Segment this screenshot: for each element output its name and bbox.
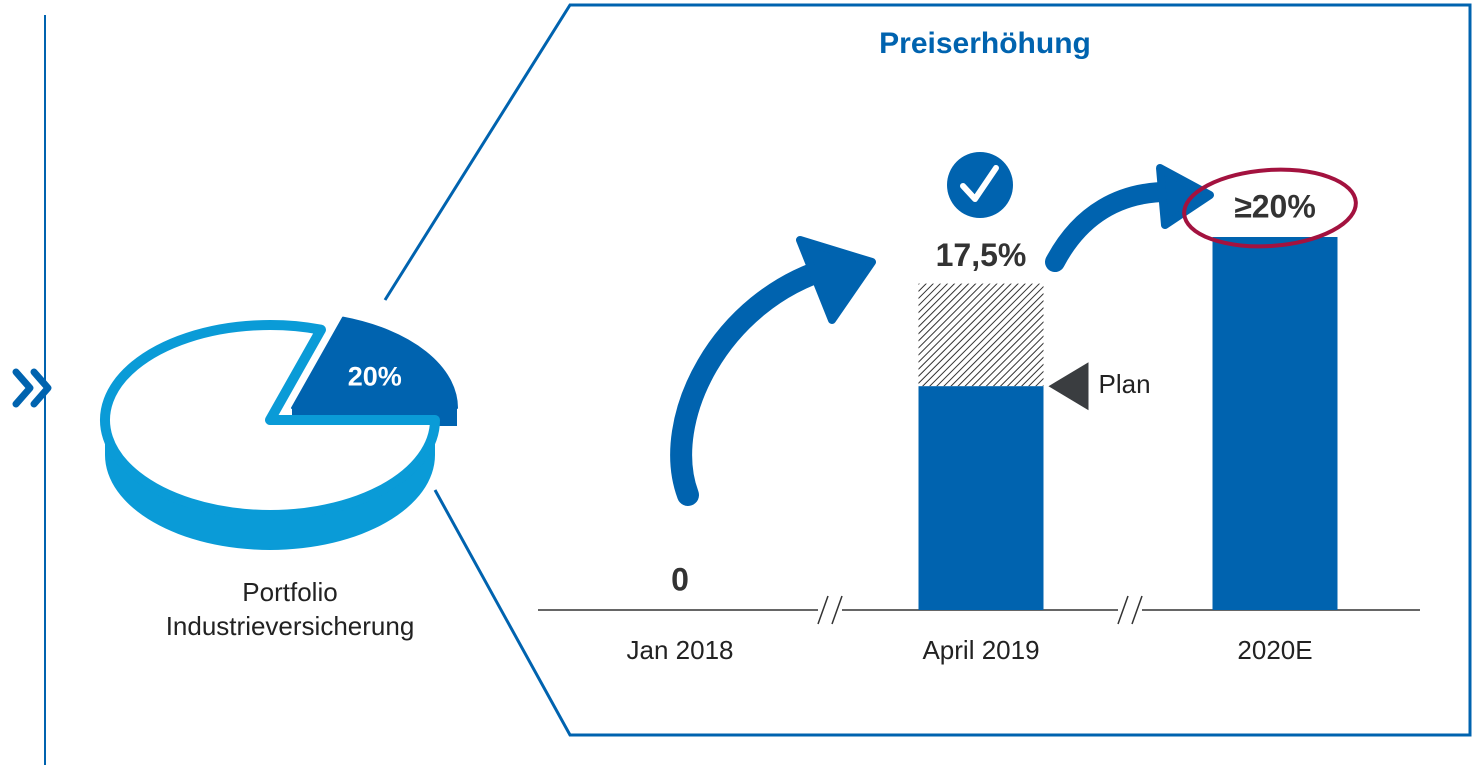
x-tick-label: April 2019	[922, 635, 1039, 665]
bar	[1212, 237, 1338, 610]
bar-chart: Jan 2018 0 April 2019 Plan 17,5% 2020E ≥20%	[627, 188, 1338, 665]
plan-label: Plan	[1099, 369, 1151, 399]
bar-plan	[918, 386, 1044, 610]
chart-title: Preiserhöhung	[879, 27, 1091, 60]
value-label: ≥20%	[1234, 188, 1316, 224]
pie-side	[105, 420, 435, 550]
check-mark	[960, 165, 999, 202]
pie-label: Portfolio Industrieversicherung	[165, 577, 415, 641]
value-label: 17,5%	[936, 237, 1027, 273]
pie: 20%	[100, 316, 458, 550]
chevron-icon	[12, 368, 52, 408]
pie-value-label: 20%	[348, 362, 402, 392]
x-tick-label: 2020E	[1237, 635, 1312, 665]
value-label: 0	[671, 561, 689, 597]
pie-label-box: Portfolio Industrieversicherung	[165, 577, 415, 641]
check-icon	[947, 152, 1013, 218]
axis-break	[817, 595, 1143, 625]
bar-achieved	[918, 283, 1044, 387]
arrow-head	[796, 236, 876, 324]
callout-frame	[383, 3, 1472, 737]
pie-slice	[100, 320, 440, 520]
x-tick-label: Jan 2018	[627, 635, 734, 665]
growth-arrow	[1045, 181, 1185, 272]
highlight-ellipse	[1182, 167, 1358, 249]
plan-marker	[1048, 362, 1089, 411]
arrow-head	[1156, 164, 1214, 229]
growth-arrow	[670, 257, 841, 506]
pie-slice	[291, 316, 458, 409]
